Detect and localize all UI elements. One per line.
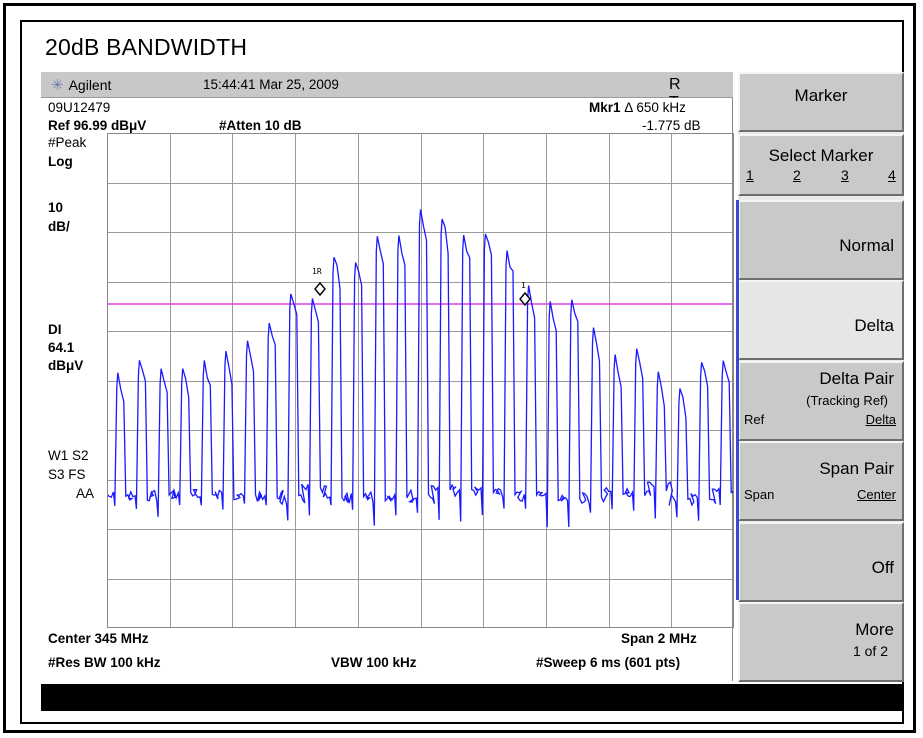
center-frequency: Center 345 MHz — [48, 631, 149, 646]
brand-name: Agilent — [68, 77, 112, 93]
active-menu-indicator — [736, 200, 739, 600]
spectrum-plot: 1R 1 — [107, 133, 734, 628]
spectrum-graticule: 1R 1 — [107, 133, 734, 628]
softkey-panel: Marker Select Marker 1 2 3 4 Normal Delt… — [738, 72, 904, 682]
marker-readout: Mkr1 Δ 650 kHz — [589, 100, 686, 115]
device-id: 09U12479 — [48, 100, 111, 115]
attenuation: #Atten 10 dB — [219, 118, 302, 133]
grid-lines — [107, 133, 734, 628]
marker-1r: 1R — [312, 267, 326, 297]
marker-1r-tag: 1R — [312, 267, 322, 276]
marker-1-diamond — [519, 291, 531, 307]
more-label: More — [855, 620, 894, 639]
delta-pair-delta-option: Delta — [865, 412, 896, 427]
ref-level: Ref 96.99 dBμV — [48, 118, 147, 133]
marker-option-2[interactable]: 2 — [793, 167, 801, 183]
off-softkey[interactable]: Off — [738, 522, 904, 602]
span-pair-center-option: Center — [856, 487, 896, 502]
brand-logo: ✳ Agilent — [51, 76, 111, 94]
scale-value: 10 — [48, 200, 64, 215]
span: Span 2 MHz — [621, 631, 697, 646]
message-bar — [41, 684, 904, 711]
status-bar: ✳ Agilent 15:44:41 Mar 25, 2009 R T — [41, 72, 733, 111]
delta-pair-softkey[interactable]: Delta Pair (Tracking Ref) Ref Delta — [738, 361, 904, 441]
marker-frequency: 650 kHz — [636, 100, 686, 115]
marker-level: -1.775 dB — [642, 118, 701, 133]
marker-menu-header: Marker — [738, 72, 904, 132]
off-label: Off — [871, 558, 894, 577]
display-line-value: 64.1 — [48, 340, 75, 355]
page-title: 20dB BANDWIDTH — [45, 34, 248, 60]
more-softkey[interactable]: More 1 of 2 — [738, 602, 904, 682]
detector-mode: #Peak — [48, 135, 87, 150]
delta-pair-ref-option: Ref — [744, 412, 765, 427]
delta-symbol: Δ — [624, 100, 633, 115]
display-line-label: DI — [48, 322, 62, 337]
marker-1: 1 — [519, 281, 531, 307]
span-pair-label: Span Pair — [819, 459, 894, 478]
span-pair-span-option: Span — [744, 487, 775, 502]
marker-option-4[interactable]: 4 — [888, 167, 896, 183]
delta-pair-label: Delta Pair — [819, 369, 894, 388]
delta-pair-sublabel: (Tracking Ref) — [806, 393, 888, 408]
select-marker-softkey[interactable]: Select Marker 1 2 3 4 — [738, 134, 904, 196]
res-bw: #Res BW 100 kHz — [48, 655, 161, 670]
sweep: #Sweep 6 ms (601 pts) — [536, 655, 681, 670]
marker-menu-title: Marker — [794, 86, 848, 105]
vbw: VBW 100 kHz — [331, 655, 417, 670]
marker-option-3[interactable]: 3 — [841, 167, 849, 183]
delta-softkey[interactable]: Delta — [738, 280, 904, 360]
display-line-unit: dBμV — [48, 358, 84, 373]
more-page-indicator: 1 of 2 — [852, 643, 888, 659]
select-marker-label: Select Marker — [768, 146, 874, 165]
marker-option-1[interactable]: 1 — [746, 167, 754, 183]
spectrum-trace — [107, 209, 734, 528]
marker-1-tag: 1 — [521, 281, 526, 290]
trace-modes-row2: S3 FS — [48, 467, 86, 482]
agilent-spark-icon: ✳ — [51, 77, 64, 94]
scale-unit: dB/ — [48, 219, 70, 234]
trace-modes-row3: AA — [76, 486, 95, 501]
delta-label: Delta — [854, 316, 894, 335]
datetime: 15:44:41 Mar 25, 2009 — [203, 77, 339, 92]
normal-label: Normal — [839, 236, 894, 255]
trace-modes-row1: W1 S2 — [48, 448, 89, 463]
normal-softkey[interactable]: Normal — [738, 200, 904, 280]
marker-1r-diamond — [314, 281, 326, 297]
graticule-border — [107, 133, 734, 628]
marker-label: Mkr1 — [589, 100, 621, 115]
analyzer-screen: 09U12479 Mkr1 Δ 650 kHz -1.775 dB Ref 96… — [41, 98, 733, 681]
span-pair-softkey[interactable]: Span Pair Span Center — [738, 441, 904, 521]
scale-type: Log — [48, 154, 73, 169]
outer-frame — [3, 3, 916, 733]
